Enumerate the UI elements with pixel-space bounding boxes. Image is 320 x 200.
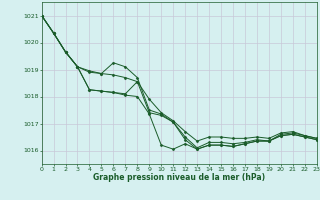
X-axis label: Graphe pression niveau de la mer (hPa): Graphe pression niveau de la mer (hPa) — [93, 173, 265, 182]
